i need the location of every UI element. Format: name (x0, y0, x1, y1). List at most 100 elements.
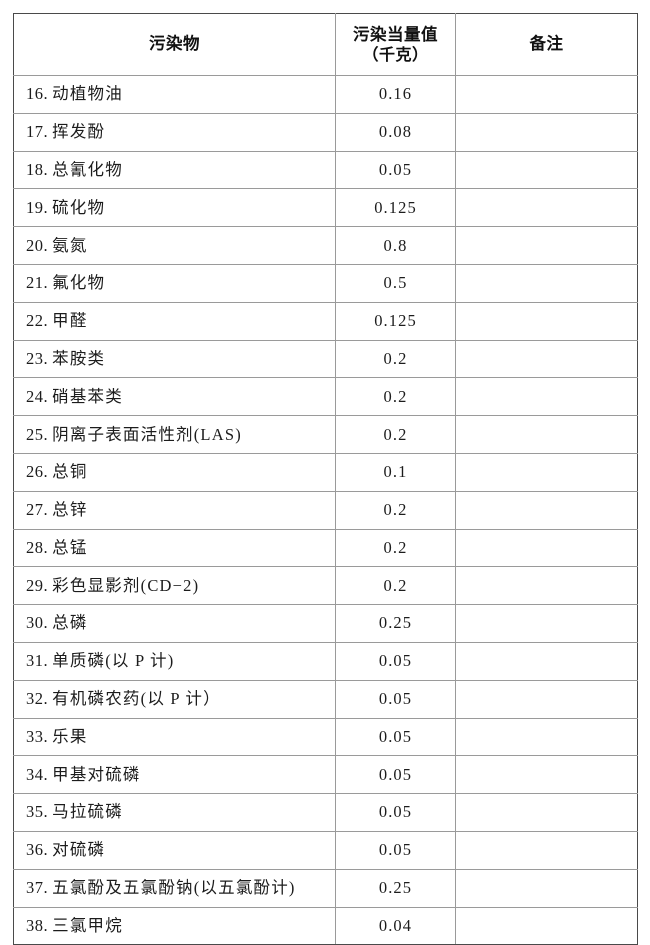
table-container: 污染物 污染当量值 （千克） 备注 16. 动植物油 0.16 17. 挥发酚 0.08 1… (13, 13, 638, 945)
cell-remark (455, 188, 638, 228)
pollutant-name: 挥发酚 (52, 122, 106, 142)
cell-pollutant: 35. 马拉硫磷 (13, 793, 336, 832)
cell-remark (455, 604, 638, 643)
cell-pollutant: 20. 氨氮 (13, 226, 336, 265)
cell-equivalent-value: 0.25 (335, 604, 456, 643)
pollutant-name: 甲基对硫磷 (52, 764, 141, 784)
pollutant-name: 单质磷(以 P 计) (52, 651, 175, 671)
table-row: 37. 五氯酚及五氯酚钠(以五氯酚计) 0.25 (13, 868, 638, 908)
row-index: 16. (26, 84, 49, 104)
table-row: 34. 甲基对硫磷 0.05 (13, 755, 638, 795)
row-index: 20. (26, 235, 49, 255)
row-index: 23. (26, 348, 49, 368)
table-row: 16. 动植物油 0.16 (13, 75, 638, 114)
row-index: 37. (26, 878, 49, 898)
cell-equivalent-value: 0.05 (335, 830, 456, 870)
table-row: 17. 挥发酚 0.08 (13, 112, 638, 152)
table-row: 32. 有机磷农药(以 P 计） 0.05 (13, 679, 638, 719)
cell-pollutant: 16. 动植物油 (13, 75, 336, 114)
cell-equivalent-value: 0.16 (335, 75, 456, 114)
cell-remark (455, 490, 638, 530)
cell-equivalent-value: 0.04 (335, 906, 456, 945)
table-body: 16. 动植物油 0.16 17. 挥发酚 0.08 18. 总氰化物 0.05 19. 硫化物 0.… (13, 75, 638, 945)
cell-pollutant: 17. 挥发酚 (13, 112, 336, 152)
row-index: 24. (26, 386, 49, 406)
cell-remark (455, 566, 638, 606)
cell-equivalent-value: 0.5 (335, 263, 456, 303)
row-index: 17. (26, 122, 49, 142)
table-header-row: 污染物 污染当量值 （千克） 备注 (13, 13, 638, 76)
row-index: 34. (26, 764, 49, 784)
table-row: 33. 乐果 0.05 (13, 717, 638, 757)
row-index: 25. (26, 424, 49, 444)
row-index: 19. (26, 197, 49, 217)
pollutant-name: 阴离子表面活性剂(LAS) (52, 424, 242, 444)
cell-pollutant: 26. 总铜 (13, 452, 336, 492)
row-index: 29. (26, 575, 49, 595)
cell-remark (455, 377, 638, 417)
column-header-value-label: 污染当量值 (353, 24, 438, 44)
cell-pollutant: 24. 硝基苯类 (13, 377, 336, 417)
cell-remark (455, 641, 638, 681)
cell-pollutant: 28. 总锰 (13, 528, 336, 568)
column-header-remark: 备注 (455, 13, 638, 76)
cell-remark (455, 112, 638, 152)
cell-remark (455, 415, 638, 454)
cell-equivalent-value: 0.08 (335, 112, 456, 152)
cell-equivalent-value: 0.25 (335, 868, 456, 908)
row-index: 31. (26, 651, 49, 671)
cell-pollutant: 23. 苯胺类 (13, 339, 336, 379)
cell-equivalent-value: 0.2 (335, 490, 456, 530)
cell-remark (455, 301, 638, 341)
cell-equivalent-value: 0.05 (335, 755, 456, 795)
table-row: 19. 硫化物 0.125 (13, 188, 638, 228)
cell-equivalent-value: 0.125 (335, 188, 456, 228)
cell-pollutant: 22. 甲醛 (13, 301, 336, 341)
cell-pollutant: 19. 硫化物 (13, 188, 336, 228)
cell-pollutant: 34. 甲基对硫磷 (13, 755, 336, 795)
pollutant-equivalent-table: 污染物 污染当量值 （千克） 备注 16. 动植物油 0.16 17. 挥发酚 0.08 1… (13, 13, 638, 945)
cell-equivalent-value: 0.2 (335, 566, 456, 606)
cell-remark (455, 263, 638, 303)
table-row: 18. 总氰化物 0.05 (13, 150, 638, 190)
cell-remark (455, 906, 638, 945)
row-index: 28. (26, 537, 49, 557)
cell-remark (455, 226, 638, 265)
row-index: 33. (26, 726, 49, 746)
table-row: 25. 阴离子表面活性剂(LAS) 0.2 (13, 415, 638, 454)
cell-pollutant: 38. 三氯甲烷 (13, 906, 336, 945)
cell-equivalent-value: 0.2 (335, 339, 456, 379)
pollutant-name: 五氯酚及五氯酚钠(以五氯酚计) (52, 878, 296, 898)
cell-remark (455, 528, 638, 568)
pollutant-name: 甲醛 (52, 311, 88, 331)
row-index: 30. (26, 613, 49, 633)
row-index: 32. (26, 689, 49, 709)
cell-pollutant: 30. 总磷 (13, 604, 336, 643)
pollutant-name: 动植物油 (52, 84, 123, 104)
table-row: 38. 三氯甲烷 0.04 (13, 906, 638, 945)
cell-remark (455, 339, 638, 379)
table-row: 29. 彩色显影剂(CD−2) 0.2 (13, 566, 638, 606)
cell-remark (455, 679, 638, 719)
column-header-value-unit: （千克） (362, 44, 429, 64)
pollutant-name: 硝基苯类 (52, 386, 123, 406)
pollutant-name: 彩色显影剂(CD−2) (52, 575, 200, 595)
row-index: 22. (26, 311, 49, 331)
cell-equivalent-value: 0.05 (335, 679, 456, 719)
table-row: 24. 硝基苯类 0.2 (13, 377, 638, 417)
row-index: 27. (26, 500, 49, 520)
cell-remark (455, 868, 638, 908)
table-row: 35. 马拉硫磷 0.05 (13, 793, 638, 832)
cell-equivalent-value: 0.2 (335, 377, 456, 417)
cell-pollutant: 36. 对硫磷 (13, 830, 336, 870)
pollutant-name: 氟化物 (52, 273, 106, 293)
row-index: 18. (26, 159, 49, 179)
cell-equivalent-value: 0.125 (335, 301, 456, 341)
cell-equivalent-value: 0.2 (335, 528, 456, 568)
cell-pollutant: 27. 总锌 (13, 490, 336, 530)
cell-equivalent-value: 0.05 (335, 793, 456, 832)
row-index: 21. (26, 273, 49, 293)
column-header-remark-label: 备注 (529, 34, 564, 54)
cell-remark (455, 717, 638, 757)
column-header-pollutant: 污染物 (13, 13, 336, 76)
